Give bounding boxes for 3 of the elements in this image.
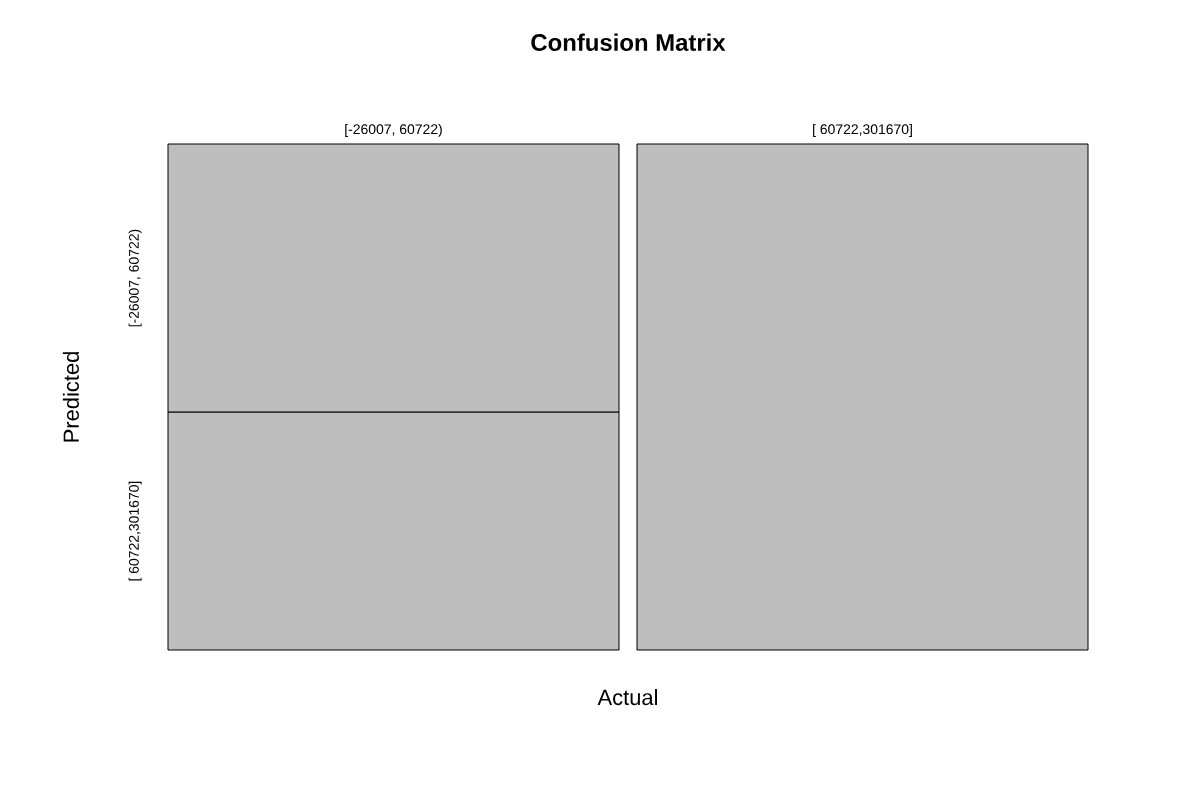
y-axis-title: Predicted xyxy=(62,352,79,442)
x-axis-title: Actual xyxy=(597,689,657,706)
chart-title: Confusion Matrix xyxy=(531,33,726,51)
